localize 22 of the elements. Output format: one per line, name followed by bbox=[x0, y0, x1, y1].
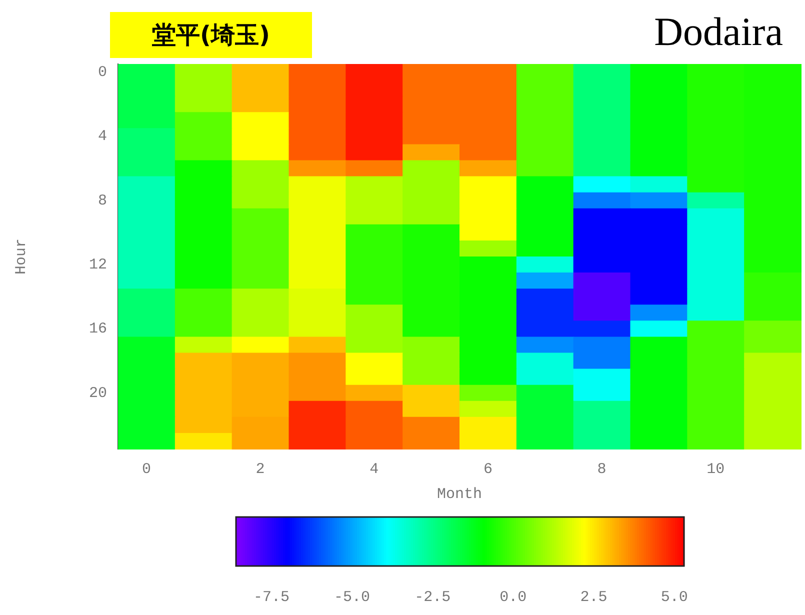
y-tick-label: 12 bbox=[88, 256, 107, 274]
y-tick-label: 16 bbox=[88, 320, 107, 338]
y-tick-label: 20 bbox=[88, 384, 107, 402]
y-tick-label: 0 bbox=[98, 64, 107, 81]
x-tick-label: 6 bbox=[483, 460, 492, 478]
x-tick-label: 8 bbox=[597, 460, 606, 478]
color-bar-label: 5.0 bbox=[660, 588, 688, 606]
color-bar-label: 0.0 bbox=[500, 588, 527, 606]
chart-subtitle: Dodaira bbox=[654, 8, 783, 55]
x-tick-label: 10 bbox=[706, 460, 725, 478]
color-bar-label: -7.5 bbox=[253, 588, 290, 606]
y-tick-label: 8 bbox=[98, 192, 107, 210]
x-tick-label: 4 bbox=[370, 460, 379, 478]
chart-title: 堂平(埼玉) bbox=[110, 12, 312, 58]
y-tick-label: 4 bbox=[98, 128, 107, 146]
x-tick-label: 0 bbox=[142, 460, 151, 478]
color-bar-label: 2.5 bbox=[580, 588, 608, 606]
color-bar-label: -2.5 bbox=[414, 588, 451, 606]
color-bar-label: -5.0 bbox=[334, 588, 370, 606]
y-axis-title: Hour bbox=[12, 238, 30, 275]
x-axis-title: Month bbox=[436, 486, 482, 503]
x-tick-label: 2 bbox=[256, 460, 265, 478]
